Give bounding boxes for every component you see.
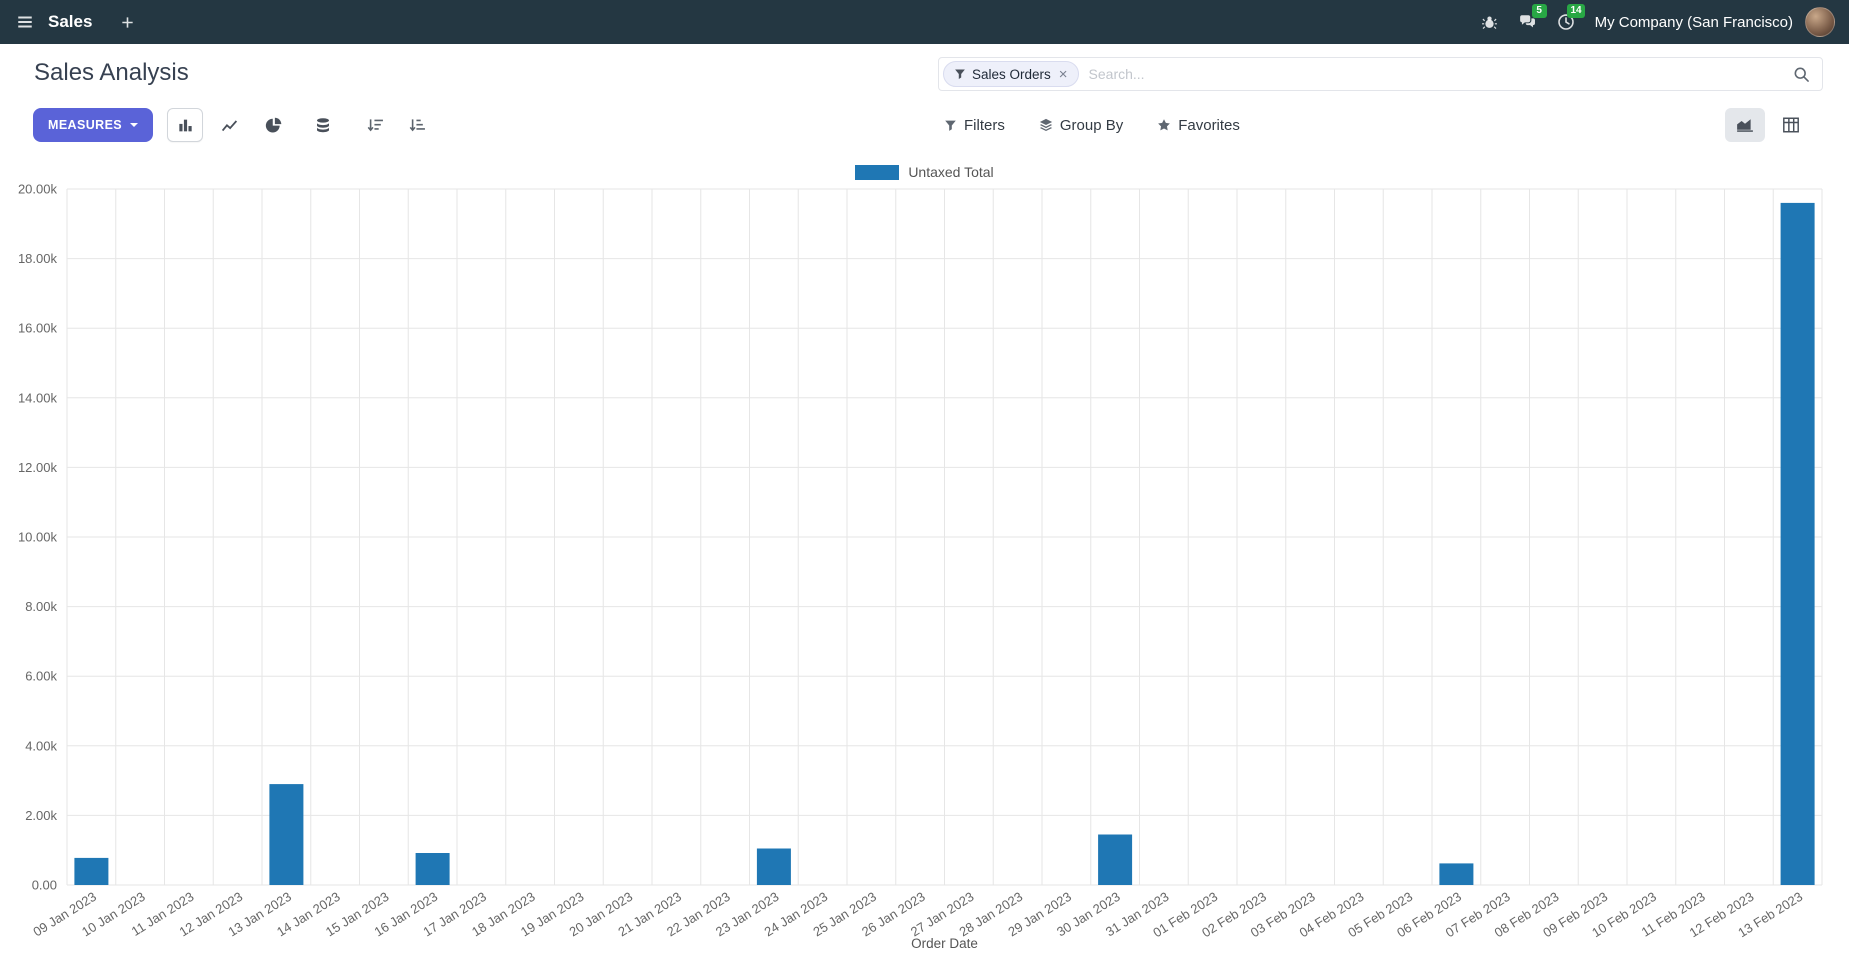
y-tick-label: 16.00k <box>18 321 58 336</box>
new-tab-button[interactable] <box>108 0 146 44</box>
y-tick-label: 0.00 <box>32 878 57 893</box>
chart-type-group <box>167 108 291 142</box>
facet-remove-icon[interactable]: × <box>1058 65 1068 83</box>
activities-button[interactable]: 14 <box>1547 0 1585 44</box>
top-navbar: Sales 5 14 My Company (San Francisco) <box>0 0 1849 44</box>
x-axis-title: Order Date <box>911 936 978 951</box>
breadcrumb-row: Sales Analysis Sales Orders × <box>0 44 1849 102</box>
sort-descending-icon <box>367 118 383 131</box>
filters-button[interactable]: Filters <box>944 117 1005 134</box>
group-by-icon <box>1039 118 1052 132</box>
favorites-label: Favorites <box>1178 116 1240 134</box>
y-tick-label: 6.00k <box>25 669 57 684</box>
stacked-icon <box>317 118 330 133</box>
search-bar[interactable]: Sales Orders × <box>938 57 1823 91</box>
legend-label: Untaxed Total <box>908 164 994 180</box>
y-tick-label: 2.00k <box>25 808 57 823</box>
bug-icon <box>1482 16 1498 29</box>
bar-chart-button[interactable] <box>167 108 204 142</box>
measures-button[interactable]: MEASURES <box>33 108 154 142</box>
apps-menu-button[interactable] <box>6 0 44 44</box>
sort-descending-button[interactable] <box>357 108 393 142</box>
messages-button[interactable]: 5 <box>1509 0 1547 44</box>
y-tick-label: 8.00k <box>25 599 57 614</box>
search-input[interactable] <box>1086 65 1785 83</box>
bar[interactable] <box>415 853 450 885</box>
y-tick-label: 4.00k <box>25 738 57 753</box>
company-switcher[interactable]: My Company (San Francisco) <box>1594 13 1793 31</box>
pivot-view-button[interactable] <box>1771 108 1811 142</box>
line-chart-icon <box>221 119 237 131</box>
group-by-button[interactable]: Group By <box>1039 117 1123 134</box>
app-name[interactable]: Sales <box>48 12 93 31</box>
bar-chart-icon <box>178 119 192 131</box>
bar[interactable] <box>74 857 109 885</box>
bar[interactable] <box>269 784 304 885</box>
y-tick-label: 10.00k <box>18 530 58 545</box>
pivot-table-icon <box>1783 117 1799 133</box>
y-tick-label: 18.00k <box>18 251 58 266</box>
debug-button[interactable] <box>1471 0 1509 44</box>
favorites-star-icon <box>1158 119 1171 131</box>
filter-icon <box>945 120 956 131</box>
sort-ascending-icon <box>409 118 425 131</box>
view-switcher <box>1725 108 1811 142</box>
bar[interactable] <box>1780 202 1815 885</box>
activities-badge: 14 <box>1567 4 1585 18</box>
bar-chart[interactable]: 0.00 2.00k 4.00k 6.00k 8.00k 10.00k 12.00k 14.0… <box>0 148 1849 958</box>
measures-label: MEASURES <box>48 118 123 132</box>
search-submit-button[interactable] <box>1793 66 1810 83</box>
search-facet-label: Sales Orders <box>972 66 1051 82</box>
search-icon <box>1794 67 1809 82</box>
bar[interactable] <box>1098 834 1133 886</box>
y-tick-label: 12.00k <box>18 460 58 475</box>
stacked-toggle-button[interactable] <box>305 108 341 142</box>
caret-down-icon <box>130 123 139 127</box>
pie-chart-icon <box>265 117 281 133</box>
search-facet[interactable]: Sales Orders × <box>943 61 1079 87</box>
messages-badge: 5 <box>1531 4 1547 18</box>
sort-ascending-button[interactable] <box>399 108 435 142</box>
page-title: Sales Analysis <box>34 59 189 86</box>
search-options-group: Filters Group By Favorites <box>944 117 1240 134</box>
bar[interactable] <box>1439 863 1474 885</box>
chart-legend[interactable]: Untaxed Total <box>0 164 1849 180</box>
user-avatar[interactable] <box>1805 7 1835 37</box>
y-tick-label: 20.00k <box>18 182 58 197</box>
control-panel: Sales Analysis Sales Orders × MEASURES <box>0 44 1849 148</box>
clock-icon <box>1557 14 1574 30</box>
toolbar-row: MEASURES <box>0 102 1849 148</box>
filter-icon <box>955 69 965 79</box>
pie-chart-button[interactable] <box>255 108 291 142</box>
filters-label: Filters <box>964 116 1005 134</box>
bar[interactable] <box>756 848 791 886</box>
graph-view-button[interactable] <box>1725 108 1765 142</box>
hamburger-icon <box>18 16 32 28</box>
legend-swatch <box>855 164 900 180</box>
chart-area: Untaxed Total 0.00 2.00k 4.00k 6.00k 8.00k 10… <box>0 148 1849 958</box>
area-chart-icon <box>1737 119 1753 132</box>
y-tick-label: 14.00k <box>18 390 58 405</box>
plus-icon <box>122 16 133 28</box>
line-chart-button[interactable] <box>211 108 247 142</box>
group-by-label: Group By <box>1059 116 1124 134</box>
chat-icon <box>1519 15 1535 28</box>
favorites-button[interactable]: Favorites <box>1157 117 1240 134</box>
